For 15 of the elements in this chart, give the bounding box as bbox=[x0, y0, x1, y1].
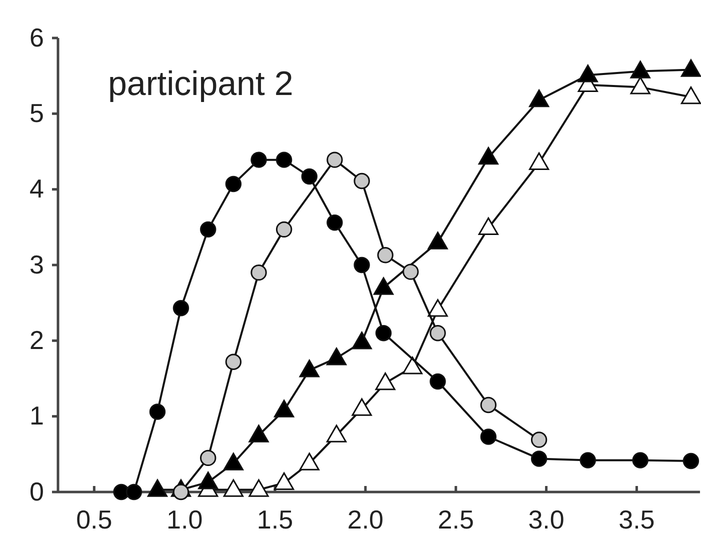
x-tick-label: 3.0 bbox=[528, 504, 564, 534]
y-tick-label: 6 bbox=[30, 22, 44, 52]
y-tick-label: 2 bbox=[30, 324, 44, 355]
x-tick-label: 2.5 bbox=[438, 504, 474, 534]
x-tick-label: 3.5 bbox=[618, 504, 655, 534]
y-tick-label: 1 bbox=[30, 400, 44, 431]
y-tick-label: 4 bbox=[30, 174, 44, 204]
x-tick-label: 2.0 bbox=[347, 504, 384, 534]
y-tick-label: 3 bbox=[30, 249, 44, 280]
annotation: participant 2 bbox=[108, 65, 294, 103]
y-tick-label: 0 bbox=[30, 476, 44, 506]
x-tick-label: 0.5 bbox=[76, 504, 112, 534]
x-tick-label: 1.0 bbox=[166, 504, 203, 534]
x-tick-label: 1.5 bbox=[256, 504, 294, 534]
y-tick-label: 5 bbox=[30, 98, 44, 128]
